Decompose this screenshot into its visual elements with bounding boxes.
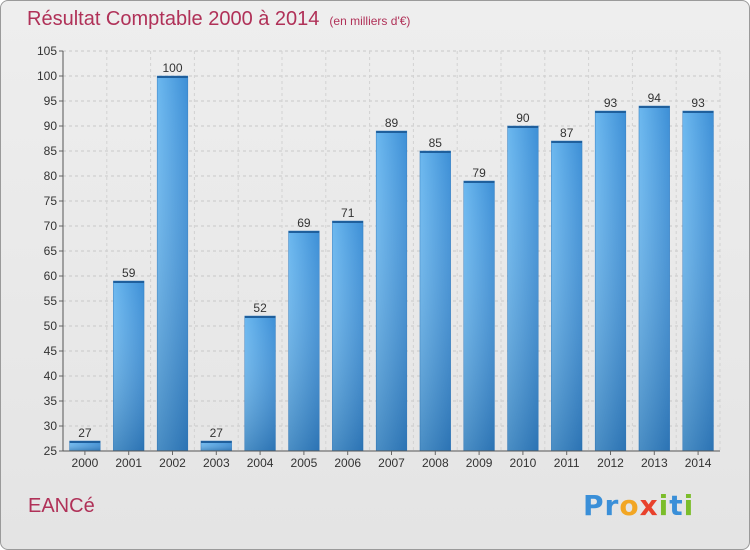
data-label: 100: [162, 61, 182, 75]
bar-cap: [419, 151, 451, 153]
bar-cap: [113, 281, 145, 283]
logo-letter: i: [658, 489, 670, 522]
data-label: 89: [385, 116, 399, 130]
y-tick-label: 30: [44, 419, 58, 433]
y-tick-label: 75: [44, 194, 58, 208]
data-label: 52: [253, 301, 267, 315]
bar-shade: [507, 126, 539, 451]
town-name: EANCé: [28, 495, 95, 517]
bar-shade: [682, 111, 714, 451]
bar-shade: [200, 441, 232, 451]
x-tick-label: 2006: [334, 456, 361, 470]
data-label: 93: [691, 96, 705, 110]
bar-cap: [288, 231, 320, 233]
y-tick-label: 60: [44, 269, 58, 283]
data-label: 27: [210, 426, 224, 440]
data-label: 27: [78, 426, 92, 440]
x-tick-label: 2014: [685, 456, 712, 470]
proxiti-logo: Proxiti: [583, 489, 694, 522]
data-label: 79: [472, 166, 486, 180]
y-tick-label: 70: [44, 219, 58, 233]
chart-title-text: Résultat Comptable 2000 à 2014: [27, 8, 320, 30]
data-label: 71: [341, 206, 355, 220]
bar-shade: [332, 221, 364, 451]
x-tick-label: 2010: [510, 456, 537, 470]
data-label: 85: [429, 136, 443, 150]
bar-cap: [69, 441, 101, 443]
x-tick-label: 2013: [641, 456, 668, 470]
y-tick-label: 95: [44, 94, 58, 108]
bar-cap: [682, 111, 714, 113]
y-tick-label: 50: [44, 319, 58, 333]
bar-cap: [507, 126, 539, 128]
x-tick-label: 2007: [378, 456, 405, 470]
bar-shade: [419, 151, 451, 451]
y-tick-label: 55: [44, 294, 58, 308]
bar-shade: [551, 141, 583, 451]
y-tick-label: 105: [37, 44, 57, 58]
bar-cap: [463, 181, 495, 183]
data-label: 59: [122, 266, 136, 280]
x-tick-label: 2009: [466, 456, 493, 470]
bar-shade: [69, 441, 101, 451]
y-tick-label: 100: [37, 69, 57, 83]
data-label: 69: [297, 216, 311, 230]
data-label: 90: [516, 111, 530, 125]
bar-cap: [200, 441, 232, 443]
bar-shade: [638, 106, 670, 451]
y-tick-label: 45: [44, 344, 58, 358]
logo-letter: P: [583, 489, 605, 522]
y-tick-label: 65: [44, 244, 58, 258]
bar-shade: [376, 131, 407, 451]
x-tick-label: 2000: [72, 456, 99, 470]
x-tick-label: 2005: [291, 456, 318, 470]
bar-cap: [376, 131, 407, 133]
bar-shade: [463, 181, 495, 451]
y-tick-label: 85: [44, 144, 58, 158]
x-tick-label: 2004: [247, 456, 274, 470]
y-tick-label: 35: [44, 394, 58, 408]
bar-cap: [244, 316, 276, 318]
bar-cap: [551, 141, 583, 143]
data-label: 93: [604, 96, 618, 110]
chart-title: Résultat Comptable 2000 à 2014 (en millie…: [27, 8, 410, 31]
bar-shade: [113, 281, 145, 451]
bar-cap: [332, 221, 364, 223]
bar-shade: [288, 231, 320, 451]
logo-letter: i: [683, 489, 695, 522]
bar-shade: [244, 316, 276, 451]
x-tick-label: 2008: [422, 456, 449, 470]
x-tick-label: 2003: [203, 456, 230, 470]
y-tick-label: 25: [44, 444, 58, 458]
bar-cap: [638, 106, 670, 108]
x-tick-label: 2001: [115, 456, 142, 470]
y-tick-label: 90: [44, 119, 58, 133]
bar-cap: [157, 76, 188, 78]
y-tick-label: 80: [44, 169, 58, 183]
chart-unit: (en milliers d'€): [329, 14, 411, 28]
logo-letter: x: [639, 489, 659, 522]
x-tick-label: 2002: [159, 456, 186, 470]
logo-letter: r: [604, 489, 620, 522]
bar-cap: [595, 111, 626, 113]
logo-letter: o: [619, 489, 640, 522]
data-label: 94: [648, 91, 662, 105]
bar-shade: [595, 111, 626, 451]
data-label: 87: [560, 126, 574, 140]
logo-letter: t: [669, 489, 684, 522]
x-tick-label: 2011: [554, 456, 580, 470]
bar-shade: [157, 76, 188, 451]
x-tick-label: 2012: [597, 456, 624, 470]
y-tick-label: 40: [44, 369, 58, 383]
